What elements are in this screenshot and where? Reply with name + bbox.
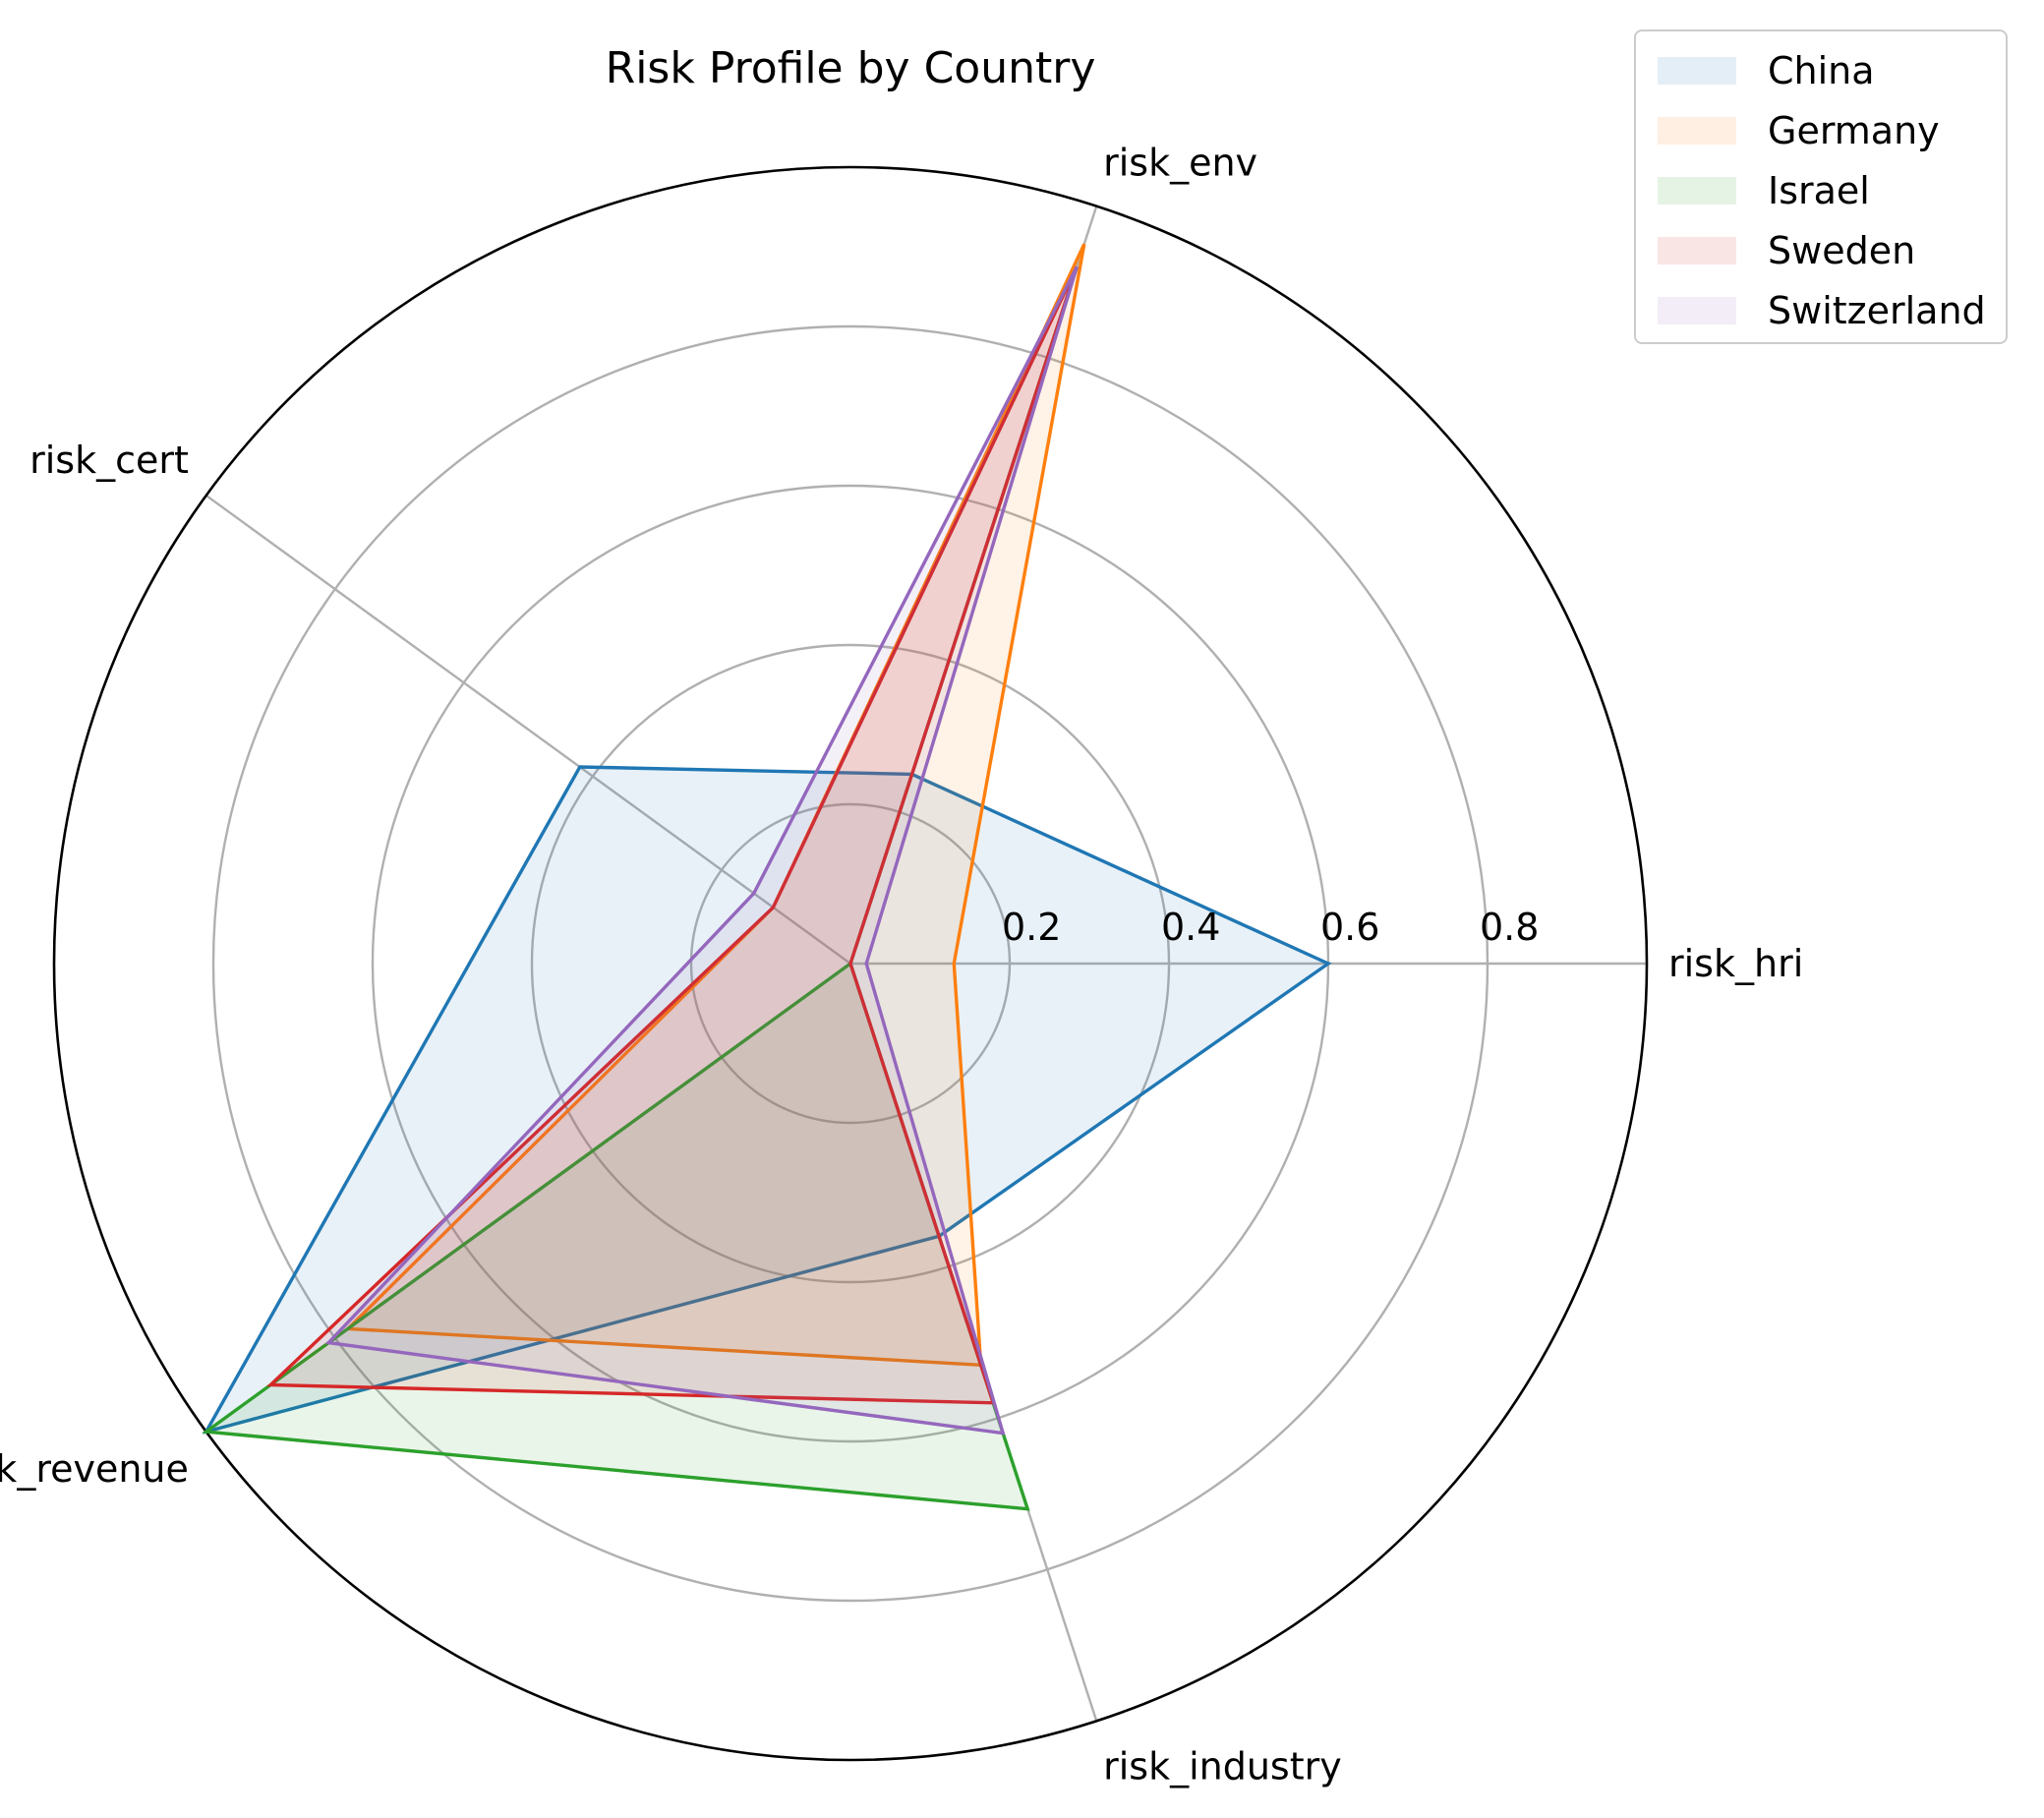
series-switzerland — [324, 265, 1079, 1436]
legend-item-sweden: Sweden — [1636, 227, 2006, 276]
axis-label-risk_hri: risk_hri — [1668, 942, 1803, 985]
tick-label-3: 0.6 — [1320, 906, 1379, 949]
radial-tick-labels: 0.2 0.4 0.6 0.8 — [1002, 906, 1539, 949]
series-line-germany — [343, 243, 1086, 1368]
tick-label-4: 0.8 — [1480, 906, 1539, 949]
legend-swatch-china — [1658, 57, 1736, 85]
axis-labels: risk_hri risk_env risk_cert risk_revenueris… — [0, 142, 1803, 1789]
series-fill-switzerland — [328, 266, 1078, 1434]
outer-ring — [52, 165, 1649, 1762]
axis-label-risk_cert: risk_cert — [29, 439, 189, 482]
radar-series — [202, 243, 1332, 1511]
legend-label-germany: Germany — [1768, 109, 1940, 152]
series-fill-sweden — [270, 266, 1078, 1403]
legend-label-china: China — [1768, 49, 1875, 92]
axis-label-risk_industry: risk_industry — [1103, 1744, 1342, 1788]
legend-swatch-israel — [1658, 177, 1736, 205]
series-fill-israel — [205, 266, 1078, 1509]
legend-label-switzerland: Switzerland — [1768, 289, 1986, 332]
legend-label-israel: Israel — [1768, 169, 1870, 212]
legend-item-israel: Israel — [1636, 167, 2006, 216]
legend-item-china: China — [1636, 47, 2006, 96]
spoke-risk_cert — [204, 494, 851, 965]
legend-swatch-germany — [1658, 117, 1736, 145]
legend-item-switzerland: Switzerland — [1636, 287, 2006, 336]
legend-label-sweden: Sweden — [1768, 229, 1916, 272]
chart-title: Risk Profile by Country — [606, 43, 1096, 93]
axis-label-risk_revenue: risk_revenue — [0, 1447, 189, 1491]
legend-swatch-switzerland — [1658, 297, 1736, 324]
legend-swatch-sweden — [1658, 237, 1736, 264]
tick-label-2: 0.4 — [1161, 906, 1220, 949]
tick-label-1: 0.2 — [1002, 906, 1061, 949]
series-line-sweden — [266, 265, 1079, 1405]
series-line-switzerland — [324, 265, 1079, 1436]
legend: China Germany Israel Sweden Switzerland — [1634, 29, 2008, 344]
legend-item-germany: Germany — [1636, 107, 2006, 156]
axis-label-risk_env: risk_env — [1103, 142, 1257, 185]
